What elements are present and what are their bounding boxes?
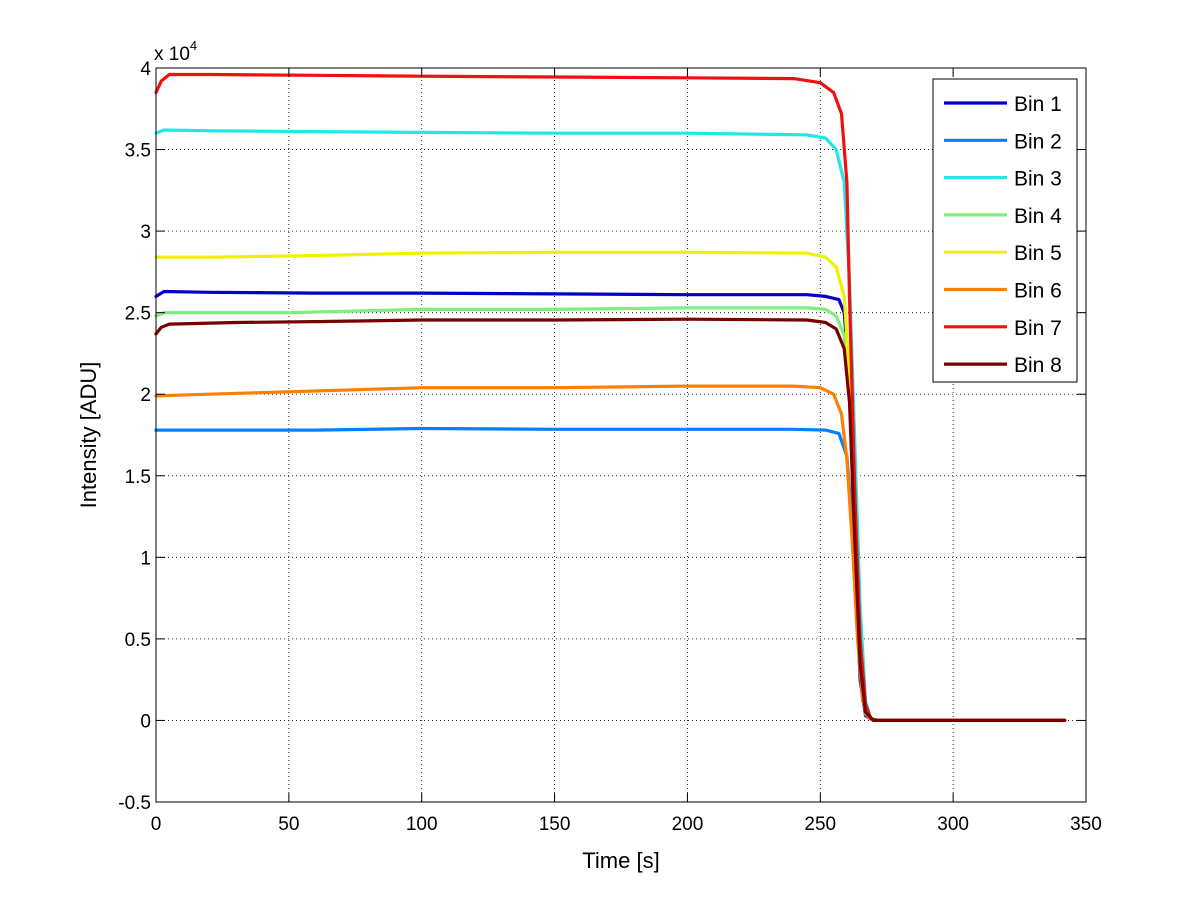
grid-lines xyxy=(156,68,1086,802)
y-tick-label: 1.5 xyxy=(125,467,151,488)
y-axis-exponent-label: x 104 xyxy=(154,38,197,65)
plot-area xyxy=(156,68,1086,802)
y-exponent-power: 4 xyxy=(190,38,197,53)
y-exponent-base: x 10 xyxy=(154,44,190,65)
y-tick-label: 2.5 xyxy=(125,304,151,325)
y-axis-label: Intensity [ADU] xyxy=(76,362,101,509)
legend-label: Bin 2 xyxy=(1014,130,1062,153)
x-tick-label: 350 xyxy=(1070,814,1102,835)
x-tick-label: 100 xyxy=(406,814,438,835)
legend-label: Bin 1 xyxy=(1014,93,1062,116)
y-tick-label: -0.5 xyxy=(118,793,151,814)
legend-label: Bin 8 xyxy=(1014,354,1062,377)
x-tick-label: 150 xyxy=(539,814,571,835)
series-lines xyxy=(154,72,1067,722)
x-tick-label: 250 xyxy=(804,814,836,835)
plot-frame xyxy=(155,67,1087,803)
y-tick-label: 2 xyxy=(140,385,151,406)
legend: Bin 1 Bin 2 Bin 3 Bin 4 Bin 5 Bin 6 Bin 7 Bin 8 xyxy=(932,78,1078,383)
y-tick-label: 3.5 xyxy=(125,141,151,162)
legend-label: Bin 6 xyxy=(1014,280,1062,303)
x-tick-label: 200 xyxy=(672,814,704,835)
y-tick-label: 4 xyxy=(140,59,151,80)
x-tick-label: 300 xyxy=(937,814,969,835)
y-tick-label: 1 xyxy=(140,548,151,569)
y-tick-label: 0.5 xyxy=(125,630,151,651)
legend-label: Bin 7 xyxy=(1014,317,1062,340)
series-line-8 xyxy=(154,317,1067,722)
legend-label: Bin 3 xyxy=(1014,168,1062,191)
legend-box xyxy=(932,78,1078,383)
x-tick-label: 0 xyxy=(151,814,162,835)
y-tick-label: 3 xyxy=(140,222,151,243)
x-tick-label: 50 xyxy=(278,814,299,835)
legend-label: Bin 4 xyxy=(1014,205,1062,228)
axis-ticks xyxy=(155,67,1087,803)
x-axis-label: Time [s] xyxy=(582,848,659,873)
axis-tick-labels: 0 50 100 150 200 250 300 350-0.500.511.522.533.… xyxy=(118,59,1102,835)
y-tick-label: 0 xyxy=(140,711,151,732)
legend-label: Bin 5 xyxy=(1014,242,1062,265)
